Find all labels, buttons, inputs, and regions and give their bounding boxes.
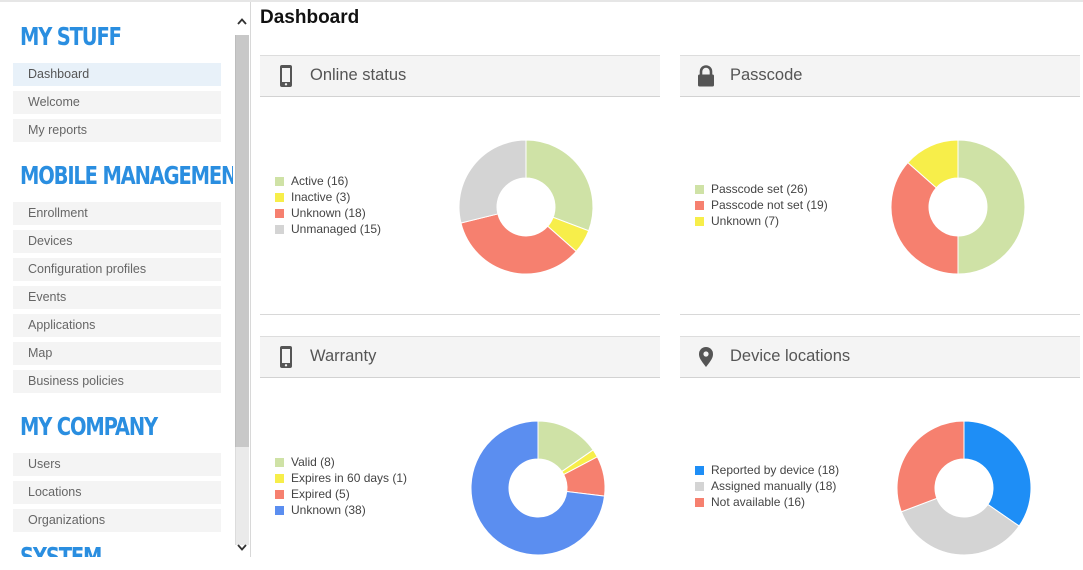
panel-header: Online status <box>260 55 660 97</box>
donut-slice[interactable] <box>460 213 577 275</box>
sidebar-scrollbar[interactable] <box>233 11 249 557</box>
legend-swatch <box>275 177 284 186</box>
page-title: Dashboard <box>260 7 360 28</box>
legend-swatch <box>695 185 704 194</box>
legend-swatch <box>695 482 704 491</box>
panel-device-locations: Device locations Reported by device (18)… <box>680 336 1080 570</box>
panel-title: Online status <box>310 66 407 84</box>
sidebar: MY STUFF Dashboard Welcome My reports MO… <box>0 2 233 557</box>
mobile-phone-icon <box>276 65 296 87</box>
donut-chart-device-locations[interactable] <box>894 418 1034 558</box>
legend-item: Not available (16) <box>695 494 839 510</box>
section-title-my-stuff: MY STUFF <box>20 22 122 51</box>
legend-swatch <box>695 498 704 507</box>
legend-swatch <box>275 225 284 234</box>
panel-passcode: Passcode Passcode set (26) Passcode not … <box>680 55 1080 315</box>
sidebar-divider <box>250 2 251 557</box>
sidebar-item-devices[interactable]: Devices <box>13 230 221 253</box>
donut-slice[interactable] <box>907 139 959 189</box>
donut-slice[interactable] <box>525 139 594 232</box>
sidebar-item-events[interactable]: Events <box>13 286 221 309</box>
legend-swatch <box>695 217 704 226</box>
legend-swatch <box>695 466 704 475</box>
sidebar-item-locations[interactable]: Locations <box>13 481 221 504</box>
viewport-bottom <box>0 557 1083 570</box>
legend-item: Unknown (7) <box>695 213 828 229</box>
donut-slice[interactable] <box>890 161 959 275</box>
panel-header: Warranty <box>260 336 660 378</box>
donut-slice[interactable] <box>963 420 1032 527</box>
donut-slice[interactable] <box>896 420 965 513</box>
section-title-system: SYSTEM <box>20 542 102 557</box>
donut-chart-warranty[interactable] <box>468 418 608 558</box>
scroll-down-arrow-icon[interactable] <box>235 540 249 554</box>
panel-title: Warranty <box>310 347 377 365</box>
sidebar-item-welcome[interactable]: Welcome <box>13 91 221 114</box>
chart-legend: Passcode set (26) Passcode not set (19) … <box>695 181 828 229</box>
legend-item: Passcode set (26) <box>695 181 828 197</box>
legend-item: Active (16) <box>275 173 381 189</box>
scroll-up-arrow-icon[interactable] <box>235 15 249 29</box>
legend-item: Assigned manually (18) <box>695 478 839 494</box>
legend-item: Expires in 60 days (1) <box>275 470 407 486</box>
sidebar-item-my-reports[interactable]: My reports <box>13 119 221 142</box>
legend-item: Expired (5) <box>275 486 407 502</box>
sidebar-item-organizations[interactable]: Organizations <box>13 509 221 532</box>
map-pin-icon <box>696 346 716 368</box>
legend-item: Unknown (38) <box>275 502 407 518</box>
legend-swatch <box>275 490 284 499</box>
sidebar-item-business-policies[interactable]: Business policies <box>13 370 221 393</box>
panel-warranty: Warranty Valid (8) Expires in 60 days (1… <box>260 336 660 570</box>
sidebar-item-map[interactable]: Map <box>13 342 221 365</box>
legend-swatch <box>275 458 284 467</box>
chart-legend: Reported by device (18) Assigned manuall… <box>695 462 839 510</box>
chart-legend: Valid (8) Expires in 60 days (1) Expired… <box>275 454 407 518</box>
top-border <box>0 0 1083 2</box>
donut-slice[interactable] <box>957 139 1026 275</box>
sidebar-item-users[interactable]: Users <box>13 453 221 476</box>
sidebar-item-configuration-profiles[interactable]: Configuration profiles <box>13 258 221 281</box>
legend-item: Passcode not set (19) <box>695 197 828 213</box>
legend-swatch <box>275 209 284 218</box>
chart-legend: Active (16) Inactive (3) Unknown (18) Un… <box>275 173 381 237</box>
panel-online-status: Online status Active (16) Inactive (3) U… <box>260 55 660 315</box>
sidebar-item-enrollment[interactable]: Enrollment <box>13 202 221 225</box>
scroll-thumb[interactable] <box>235 35 249 447</box>
legend-item: Reported by device (18) <box>695 462 839 478</box>
donut-chart-passcode[interactable] <box>888 137 1028 277</box>
panel-divider <box>680 314 1080 315</box>
donut-slice[interactable] <box>900 497 1020 556</box>
section-title-my-company: MY COMPANY <box>20 412 158 441</box>
donut-chart-online-status[interactable] <box>456 137 596 277</box>
legend-swatch <box>275 506 284 515</box>
legend-item: Inactive (3) <box>275 189 381 205</box>
panel-divider <box>260 314 660 315</box>
legend-item: Unmanaged (15) <box>275 221 381 237</box>
mobile-phone-icon <box>276 346 296 368</box>
panel-header: Passcode <box>680 55 1080 97</box>
panel-title: Device locations <box>730 347 851 365</box>
panel-title: Passcode <box>730 66 803 84</box>
sidebar-item-dashboard[interactable]: Dashboard <box>13 63 221 86</box>
section-title-mobile-management: MOBILE MANAGEMENT <box>20 161 233 190</box>
donut-slice[interactable] <box>458 139 527 224</box>
sidebar-item-applications[interactable]: Applications <box>13 314 221 337</box>
legend-swatch <box>275 193 284 202</box>
padlock-icon <box>696 65 716 87</box>
legend-item: Unknown (18) <box>275 205 381 221</box>
legend-swatch <box>275 474 284 483</box>
donut-slice[interactable] <box>470 420 606 556</box>
legend-swatch <box>695 201 704 210</box>
legend-item: Valid (8) <box>275 454 407 470</box>
panel-header: Device locations <box>680 336 1080 378</box>
